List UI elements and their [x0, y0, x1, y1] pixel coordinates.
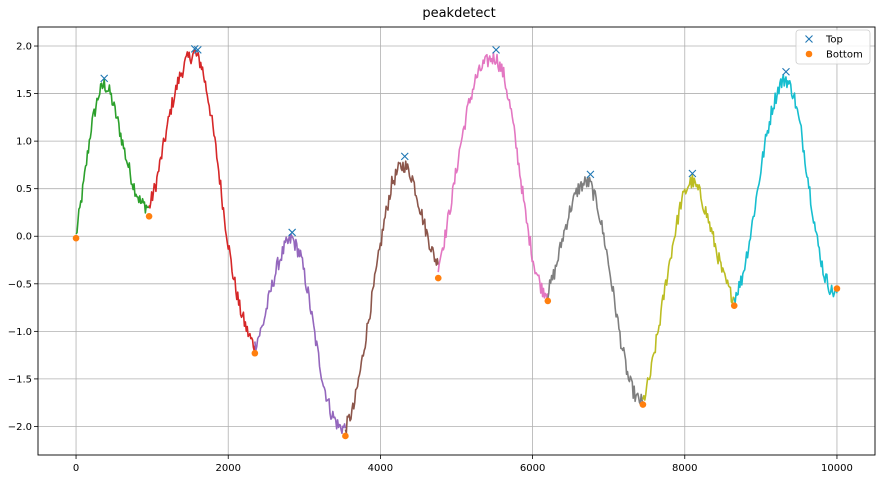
legend-bottom-marker: [805, 50, 813, 58]
x-tick-label: 8000: [672, 463, 697, 474]
y-tick-label: −0.5: [8, 279, 32, 290]
legend: Top Bottom: [795, 29, 871, 65]
top-marker: [586, 170, 595, 179]
legend-label: Top: [825, 35, 843, 46]
top-marker: [100, 74, 109, 83]
y-tick-label: 0.0: [16, 232, 32, 243]
x-tick-label: 4000: [368, 463, 393, 474]
peak-markers: [72, 44, 841, 440]
top-marker: [782, 67, 790, 76]
x-tick-label: 10000: [821, 463, 853, 474]
bottom-marker: [639, 401, 647, 408]
signal-segment: [437, 51, 549, 300]
bottom-marker: [833, 285, 841, 292]
y-tick-label: −1.5: [8, 374, 32, 385]
y-tick-label: −1.0: [8, 327, 32, 338]
top-marker: [288, 228, 297, 237]
signal-segment: [733, 73, 838, 304]
bottom-marker: [544, 297, 552, 305]
bottom-marker: [434, 274, 442, 282]
y-tick-label: 2.0: [16, 42, 32, 53]
bottom-marker: [72, 234, 80, 242]
top-marker: [400, 152, 409, 161]
y-tick-label: −2.0: [8, 422, 32, 433]
legend-top-marker: [805, 35, 813, 43]
signal-segment: [547, 176, 644, 405]
signal-segment: [148, 49, 256, 352]
data-lines: [75, 49, 838, 435]
x-tick-label: 6000: [520, 463, 545, 474]
bottom-marker: [251, 349, 259, 357]
grid: [38, 27, 875, 455]
signal-segment: [344, 160, 440, 434]
x-tick-label: 2000: [216, 463, 241, 474]
signal-segment: [642, 173, 735, 401]
top-marker: [492, 45, 500, 54]
x-tick-label: 0: [73, 463, 79, 474]
plot-frame: [37, 26, 876, 456]
y-tick-label: 0.5: [16, 184, 32, 195]
axes-ticks: 0 2000 4000 6000 8000 10000 −2.0 −1.5 −1.0 −0.5 0.…: [8, 42, 853, 474]
bottom-marker: [730, 302, 738, 309]
legend-label: Bottom: [826, 50, 863, 61]
signal-segment: [75, 78, 150, 235]
signal-segment: [254, 233, 347, 435]
y-tick-label: 1.5: [16, 89, 32, 100]
top-marker: [193, 45, 202, 54]
top-marker: [688, 169, 697, 178]
legend-box: [795, 29, 871, 65]
y-tick-label: 1.0: [16, 137, 32, 148]
bottom-marker: [342, 432, 349, 440]
bottom-marker: [145, 212, 153, 220]
chart-title: peakdetect: [422, 6, 495, 21]
